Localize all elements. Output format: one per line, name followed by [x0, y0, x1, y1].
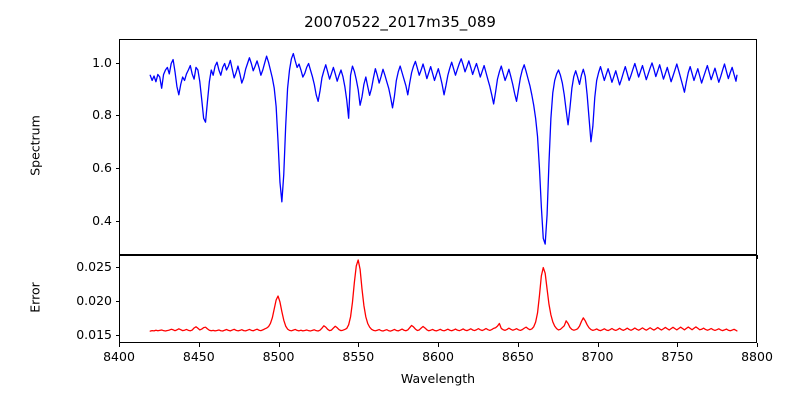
error-xtick-mark [597, 343, 599, 347]
spectrum-ytick-mark [115, 168, 119, 170]
error-panel [119, 255, 757, 343]
spectrum-xtick-mark [757, 255, 758, 259]
error-xtick-mark [677, 343, 679, 347]
page-title: 20070522_2017m35_089 [304, 13, 496, 31]
error-xtick-label: 8400 [103, 349, 135, 364]
error-axis-label: Error [27, 282, 43, 313]
spectrum-ytick-mark [115, 115, 119, 117]
error-xtick-mark [517, 343, 519, 347]
error-plot-area [149, 259, 738, 332]
error-xtick-label: 8600 [422, 349, 454, 364]
error-xtick-label: 8750 [661, 349, 694, 364]
error-xtick-label: 8700 [581, 349, 614, 364]
error-xtick-mark [198, 343, 200, 347]
spectrum-ytick-label: 0.8 [92, 107, 112, 123]
spectrum-ytick-mark [115, 62, 119, 64]
spectrum-ytick-label: 0.4 [92, 212, 112, 228]
spectrum-ytick-mark [115, 220, 119, 222]
error-xtick-label: 8450 [182, 349, 215, 364]
error-ytick-mark [115, 334, 119, 336]
spectrum-ytick-label: 0.6 [92, 160, 112, 176]
error-line [149, 259, 738, 332]
error-xtick-mark [438, 343, 439, 347]
error-xtick-label: 8550 [342, 349, 375, 364]
spectrum-axis-label: Spectrum [27, 115, 43, 176]
spectrum-plot-area [149, 52, 738, 245]
error-xtick-mark [119, 343, 120, 347]
spectrum-ytick-label: 1.0 [92, 54, 112, 70]
error-xtick-mark [278, 343, 280, 347]
error-xtick-mark [757, 343, 758, 347]
error-ytick-label: 0.025 [76, 259, 112, 275]
spectrum-line [149, 52, 738, 245]
error-xtick-label: 8500 [262, 349, 295, 364]
error-xtick-label: 8650 [501, 349, 534, 364]
error-ytick-mark [115, 267, 119, 269]
spectrum-panel [119, 39, 757, 255]
error-ytick-label: 0.015 [76, 326, 112, 342]
x-axis-label: Wavelength [400, 371, 476, 386]
error-ytick-label: 0.020 [76, 293, 112, 308]
error-ytick-mark [115, 301, 119, 302]
error-xtick-mark [358, 343, 360, 347]
error-xtick-label: 8800 [741, 349, 773, 364]
